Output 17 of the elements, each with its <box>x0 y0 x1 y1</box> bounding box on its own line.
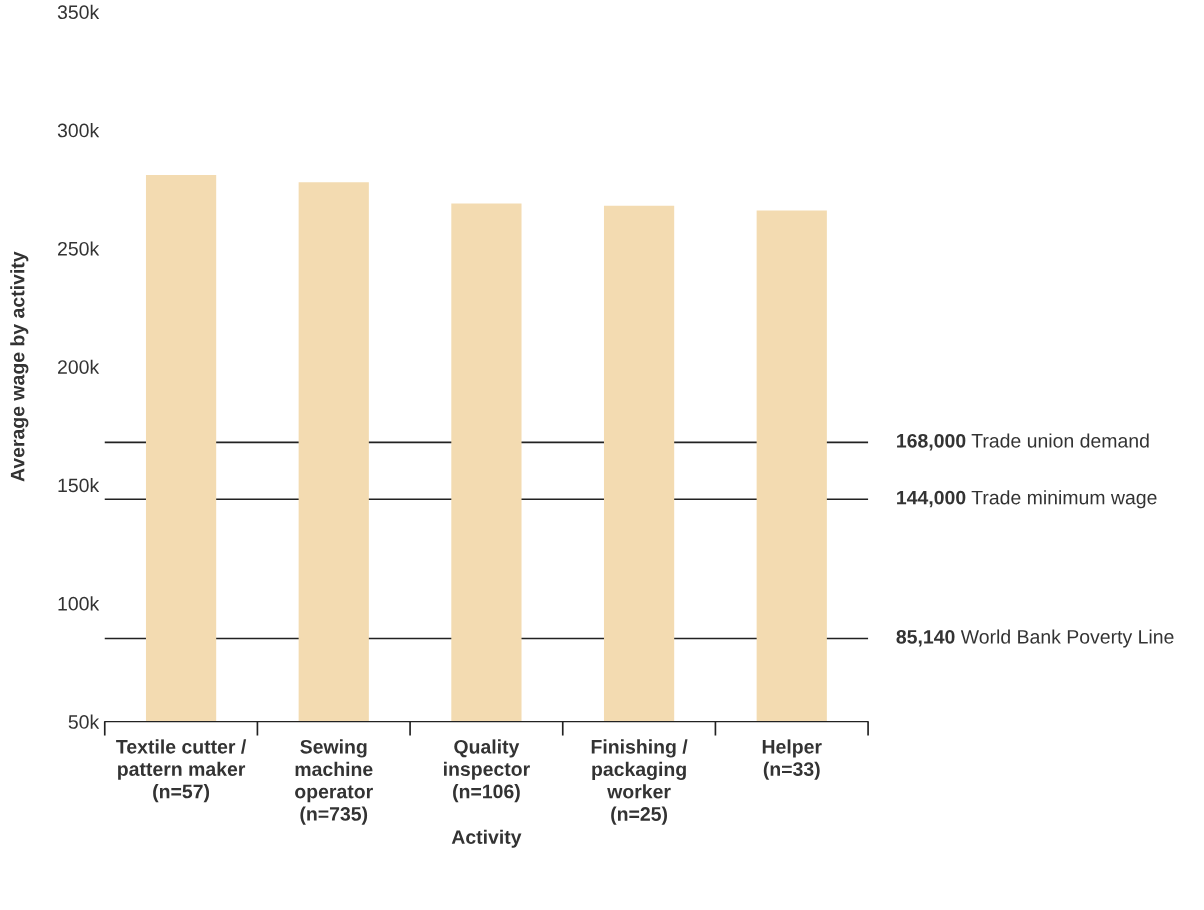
y-tick-label: 200k <box>58 359 100 374</box>
x-tick-label: Textile cutter / pattern maker (n=57) <box>116 739 247 803</box>
y-axis-title: Average wage by activity <box>10 251 29 482</box>
ref-line-label: 144,000 Trade minimum wage <box>897 490 1157 509</box>
x-tick-label: Sewing machine operator (n=735) <box>295 739 373 825</box>
x-axis-title: Activity <box>451 829 522 848</box>
y-tick-label: 250k <box>58 241 100 256</box>
ref-line-label: 168,000 Trade union demand <box>897 433 1149 451</box>
x-tick-label: Finishing / packaging worker (n=25) <box>591 739 688 825</box>
x-tick-label: Helper (n=33) <box>762 739 822 780</box>
y-tick-label: 150k <box>58 477 100 493</box>
x-tick-label: Quality inspector (n=106) <box>444 739 530 803</box>
y-tick-label: 300k <box>57 123 100 138</box>
ref-line-label: 85,140 World Bank Poverty Line <box>896 629 1174 648</box>
y-tick-label: 100k <box>58 596 100 611</box>
y-tick-label: 350k <box>57 4 100 20</box>
y-tick-label: 50k <box>68 714 100 729</box>
